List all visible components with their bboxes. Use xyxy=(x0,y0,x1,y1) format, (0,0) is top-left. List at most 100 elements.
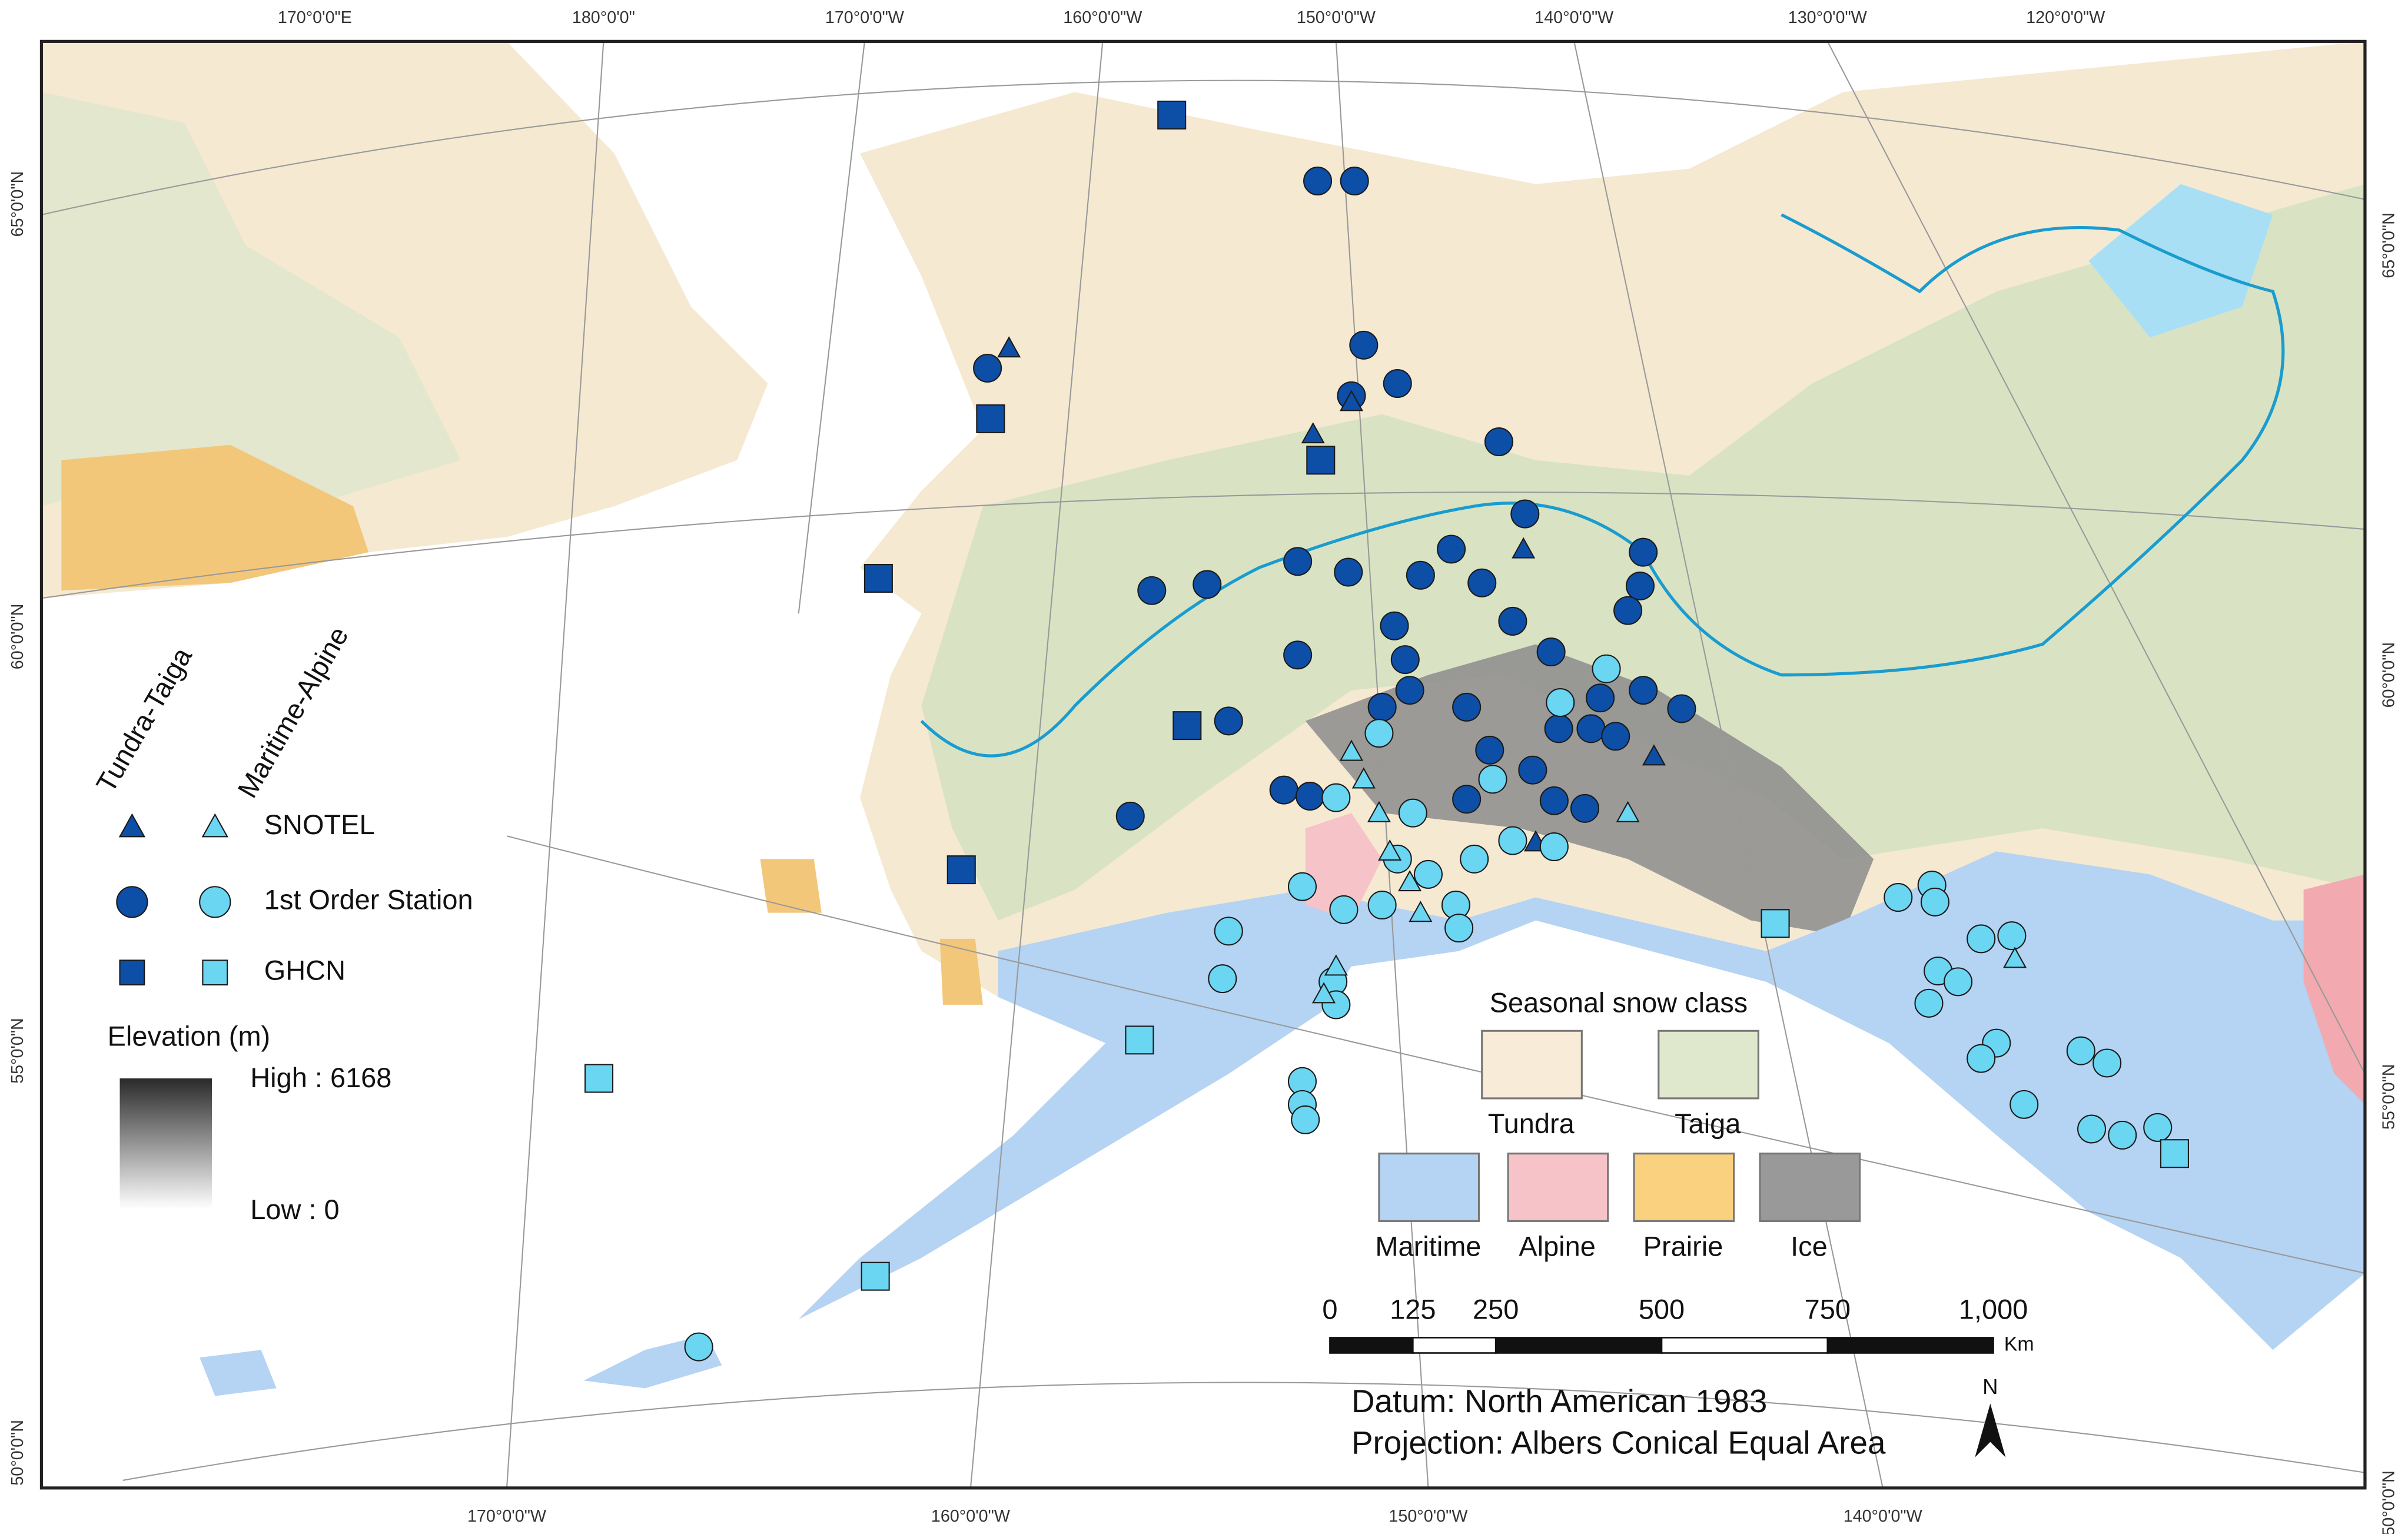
snow-class-swatch xyxy=(1378,1153,1480,1222)
map-note: Projection: Albers Conical Equal Area xyxy=(1351,1424,1886,1460)
station-triangle xyxy=(1301,422,1325,444)
station-square xyxy=(1157,100,1187,130)
station-circle xyxy=(1269,775,1298,805)
station-circle xyxy=(2093,1048,2122,1078)
station-circle xyxy=(199,886,231,918)
legend-label: SNOTEL xyxy=(264,809,375,840)
snow-class-label: Ice xyxy=(1791,1231,1828,1262)
snow-class-label: Prairie xyxy=(1643,1231,1723,1262)
ice xyxy=(1305,644,1874,936)
station-circle xyxy=(1398,798,1427,828)
snow-class-swatch xyxy=(1481,1030,1583,1100)
station-square xyxy=(1306,446,1336,475)
station-circle xyxy=(1629,537,1658,567)
scale-label: 1,000 xyxy=(1959,1294,2028,1325)
north-label: N xyxy=(1982,1374,1998,1399)
station-circle xyxy=(1452,785,1482,814)
station-circle xyxy=(1208,964,1237,994)
map-frame xyxy=(39,39,2367,1490)
station-square xyxy=(1761,909,1790,938)
station-circle xyxy=(2108,1120,2137,1150)
land xyxy=(41,41,2365,1396)
graticule-lines xyxy=(41,41,2366,1489)
station-square xyxy=(2160,1139,2189,1168)
graticule-label: 65°0'0"N xyxy=(8,171,27,237)
snow-class-label: Maritime xyxy=(1375,1231,1481,1262)
scale-label: 0 xyxy=(1322,1294,1337,1325)
maritime xyxy=(798,851,2365,1350)
station-circle xyxy=(1536,637,1566,667)
station-circle xyxy=(1383,369,1412,398)
scale-unit: Km xyxy=(2004,1333,2034,1355)
station-triangle xyxy=(1339,739,1364,761)
graticule-label: 50°0'0"N xyxy=(2379,1470,2398,1534)
station-circle xyxy=(2010,1090,2039,1119)
scale-segment xyxy=(1412,1337,1497,1354)
station-circle xyxy=(2066,1036,2095,1065)
parallel xyxy=(41,492,2366,599)
station-circle xyxy=(1364,719,1394,748)
station-circle xyxy=(1478,765,1507,794)
scale-segment xyxy=(1494,1337,1663,1354)
station-square xyxy=(863,563,893,593)
station-circle xyxy=(1544,714,1573,743)
station-circle xyxy=(1601,722,1630,751)
station-circle xyxy=(1576,714,1606,743)
scale-label: 250 xyxy=(1473,1294,1519,1325)
chukotka-prairie xyxy=(61,444,369,591)
station-circle xyxy=(1291,1105,1320,1134)
snow-class-label: Alpine xyxy=(1519,1231,1596,1262)
station-circle xyxy=(1283,547,1313,576)
graticule-label: 60°0'0"N xyxy=(2379,642,2398,708)
graticule-label: 140°0'0"W xyxy=(1535,8,1613,27)
station-triangle xyxy=(1398,870,1422,892)
station-circle xyxy=(1625,571,1655,600)
station-circle xyxy=(1193,570,1222,599)
station-circle xyxy=(1367,891,1397,920)
scale-segment xyxy=(1660,1337,1829,1354)
stations xyxy=(584,100,2189,1362)
elevation-high: High : 6168 xyxy=(250,1062,391,1093)
graticule-label: 150°0'0"W xyxy=(1389,1507,1467,1526)
elevation-title: Elevation (m) xyxy=(108,1021,271,1052)
station-triangle xyxy=(1378,839,1402,861)
meridian xyxy=(1573,41,1884,1489)
north-arrow xyxy=(1975,1403,2006,1457)
station-circle xyxy=(684,1332,713,1362)
station-circle xyxy=(1367,692,1397,722)
station-circle xyxy=(1329,895,1359,924)
scale-label: 750 xyxy=(1805,1294,1851,1325)
elevation-ramp xyxy=(119,1078,212,1209)
station-square xyxy=(976,404,1005,433)
station-triangle xyxy=(1642,744,1666,766)
station-circle xyxy=(1484,427,1513,457)
station-circle xyxy=(1570,793,1600,823)
station-circle xyxy=(1510,499,1540,529)
prairie-patch xyxy=(760,859,822,913)
chukotka-taiga xyxy=(41,92,461,506)
labels: 170°0'0"E 180°0'0" 170°0'0"W 160°0'0"W 150°0… xyxy=(8,8,2398,1534)
station-square xyxy=(202,959,228,986)
station-circle xyxy=(1444,914,1474,943)
graticule-label: 65°0'0"N xyxy=(2379,212,2398,278)
station-circle xyxy=(973,353,1002,383)
meridian xyxy=(506,41,605,1488)
station-triangle xyxy=(1512,537,1536,559)
station-triangle xyxy=(2003,947,2027,968)
station-square xyxy=(1173,711,1202,741)
snow-class-swatch xyxy=(1658,1030,1759,1100)
station-circle xyxy=(1592,654,1621,683)
station-circle xyxy=(2143,1113,2173,1142)
station-circle xyxy=(1498,826,1527,855)
meridian xyxy=(969,41,1104,1488)
graticule-label: 170°0'0"W xyxy=(467,1507,546,1526)
station-circle xyxy=(1321,783,1351,812)
alpine xyxy=(1305,813,1383,921)
station-circle xyxy=(1944,967,1973,997)
snow-class-title: Seasonal snow class xyxy=(1490,987,1748,1018)
station-circle xyxy=(1546,688,1575,718)
prairie-patch xyxy=(939,938,983,1005)
snow-class-swatch xyxy=(1633,1153,1735,1222)
